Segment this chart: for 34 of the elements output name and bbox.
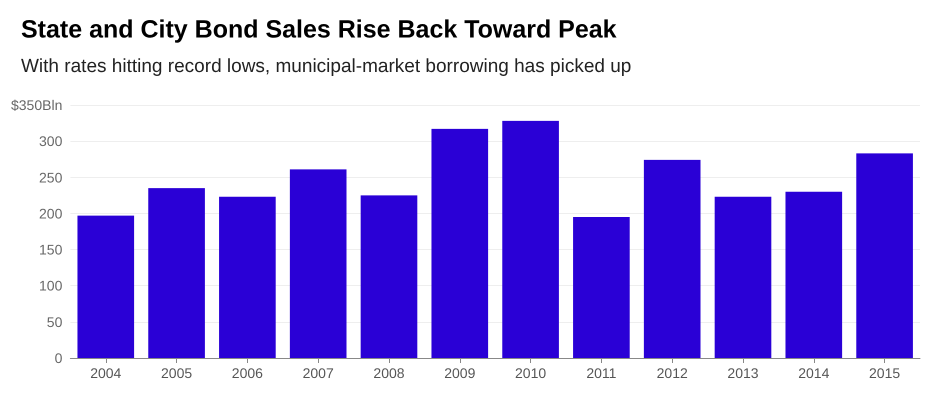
chart-subtitle: With rates hitting record lows, municipal-market borrowing has picked up	[21, 56, 632, 77]
x-tick-label: 2011	[586, 365, 617, 381]
x-tick-label: 2006	[232, 365, 264, 381]
bar	[644, 160, 701, 358]
bar	[431, 128, 488, 358]
x-tick-label: 2014	[798, 365, 830, 381]
bar	[856, 153, 913, 358]
bar	[573, 217, 630, 358]
bar	[785, 192, 842, 358]
x-tick-label: 2004	[90, 365, 122, 381]
x-tick-label: 2010	[515, 365, 546, 381]
bar	[502, 120, 559, 358]
x-tick-label: 2015	[869, 365, 900, 381]
bar	[714, 196, 772, 358]
x-tick-label: 2009	[444, 365, 476, 381]
x-tick-label: 2013	[727, 365, 759, 381]
bar	[290, 169, 347, 358]
chart-title: State and City Bond Sales Rise Back Toward Peak	[21, 16, 617, 44]
x-tick-label: 2008	[373, 365, 405, 381]
y-tick-label: 300	[39, 133, 63, 150]
x-tick-label: 2012	[656, 365, 688, 381]
x-tick-label: 2005	[161, 365, 192, 381]
bar	[360, 195, 418, 358]
bar	[77, 216, 134, 358]
bar	[148, 188, 205, 358]
y-tick-label: 0	[54, 350, 63, 366]
y-tick-label: 50	[46, 314, 63, 330]
y-tick-label: 150	[39, 242, 63, 258]
y-tick-label: 250	[39, 169, 63, 186]
y-tick-label: $350Bln	[10, 97, 62, 113]
bar	[219, 196, 276, 358]
x-tick-label: 2007	[302, 365, 334, 381]
y-tick-label: 100	[39, 278, 63, 294]
y-tick-label: 200	[39, 205, 63, 222]
